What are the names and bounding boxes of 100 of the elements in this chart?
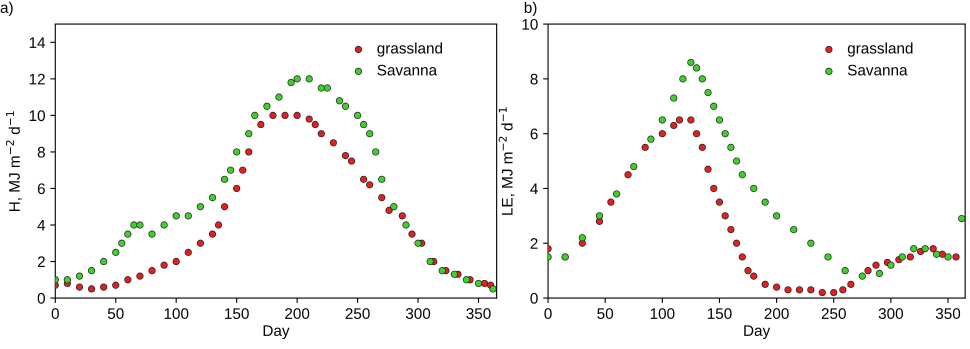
point bbox=[275, 94, 283, 101]
point bbox=[148, 230, 156, 238]
point bbox=[414, 240, 422, 247]
point bbox=[251, 112, 258, 120]
point bbox=[930, 245, 937, 252]
point bbox=[772, 212, 780, 220]
point bbox=[847, 280, 854, 288]
y-tick-label: 10 bbox=[30, 110, 45, 122]
point bbox=[160, 221, 168, 229]
point bbox=[910, 245, 918, 252]
point bbox=[704, 166, 712, 173]
point bbox=[136, 272, 144, 280]
x-tick-label: 250 bbox=[822, 308, 846, 319]
point bbox=[342, 102, 350, 110]
x-tick-label: 50 bbox=[597, 308, 614, 319]
x-tick-label: 200 bbox=[285, 308, 310, 319]
point bbox=[842, 267, 849, 274]
x-tick-label: 50 bbox=[108, 308, 124, 319]
point bbox=[824, 253, 832, 261]
point bbox=[607, 198, 615, 206]
point bbox=[306, 75, 313, 82]
point bbox=[294, 112, 301, 120]
point bbox=[647, 136, 655, 143]
point bbox=[876, 270, 884, 277]
x-tick-label: 150 bbox=[225, 308, 249, 319]
point bbox=[220, 176, 228, 183]
point bbox=[596, 212, 604, 220]
point bbox=[630, 162, 638, 170]
x-tick-label: 100 bbox=[164, 308, 188, 319]
point bbox=[438, 267, 446, 274]
point bbox=[922, 245, 929, 252]
point bbox=[716, 116, 724, 124]
y-tick-label: 0 bbox=[530, 292, 538, 304]
point bbox=[679, 75, 686, 82]
point bbox=[398, 212, 406, 220]
point bbox=[642, 144, 649, 151]
point bbox=[354, 112, 362, 120]
point bbox=[722, 212, 729, 220]
point bbox=[932, 250, 940, 258]
point bbox=[124, 276, 132, 284]
point bbox=[330, 139, 338, 146]
point bbox=[613, 190, 620, 198]
point bbox=[348, 157, 356, 165]
point bbox=[658, 130, 666, 138]
point bbox=[245, 130, 252, 138]
point bbox=[184, 248, 192, 256]
point bbox=[958, 214, 966, 222]
y-tick-label: 10 bbox=[522, 18, 538, 30]
point bbox=[732, 240, 740, 247]
point bbox=[208, 230, 216, 238]
legend-label: grassland bbox=[377, 42, 442, 57]
point bbox=[214, 221, 222, 229]
point bbox=[100, 283, 108, 291]
point bbox=[287, 78, 295, 86]
point bbox=[378, 194, 386, 202]
point bbox=[220, 203, 228, 210]
point bbox=[727, 144, 734, 151]
point bbox=[378, 176, 386, 183]
point bbox=[693, 130, 700, 138]
point bbox=[196, 240, 204, 247]
point bbox=[130, 221, 138, 229]
point bbox=[762, 280, 769, 288]
point bbox=[864, 267, 872, 274]
point bbox=[366, 130, 374, 138]
point bbox=[372, 148, 380, 156]
point bbox=[294, 75, 301, 82]
y-tick-label: 8 bbox=[530, 74, 538, 85]
point bbox=[360, 176, 368, 183]
point bbox=[462, 276, 470, 284]
point bbox=[402, 221, 410, 229]
x-axis-title: Day bbox=[744, 325, 770, 340]
point bbox=[722, 130, 729, 138]
point bbox=[124, 230, 132, 238]
y-tick-label: 6 bbox=[38, 183, 45, 194]
point bbox=[727, 226, 734, 234]
x-tick-label: 100 bbox=[650, 308, 674, 319]
point bbox=[944, 253, 952, 261]
y-tick-label: 2 bbox=[38, 256, 45, 268]
point bbox=[784, 286, 792, 294]
point bbox=[762, 198, 769, 206]
point bbox=[796, 286, 804, 294]
x-tick-label: 150 bbox=[708, 308, 732, 319]
point bbox=[184, 212, 192, 220]
x-tick-label: 300 bbox=[878, 308, 904, 319]
point bbox=[693, 64, 700, 72]
chart-title: b) bbox=[524, 2, 536, 16]
point bbox=[390, 203, 398, 210]
point bbox=[88, 267, 96, 274]
point bbox=[839, 286, 846, 294]
point bbox=[312, 120, 319, 128]
point bbox=[710, 102, 718, 110]
point bbox=[676, 116, 684, 124]
y-tick-label: 4 bbox=[37, 220, 46, 231]
y-tick-label: 6 bbox=[530, 128, 538, 140]
point bbox=[830, 288, 838, 296]
x-tick-label: 250 bbox=[346, 308, 370, 319]
point bbox=[716, 198, 724, 206]
point bbox=[578, 234, 586, 242]
point bbox=[172, 212, 180, 220]
point bbox=[450, 270, 458, 278]
